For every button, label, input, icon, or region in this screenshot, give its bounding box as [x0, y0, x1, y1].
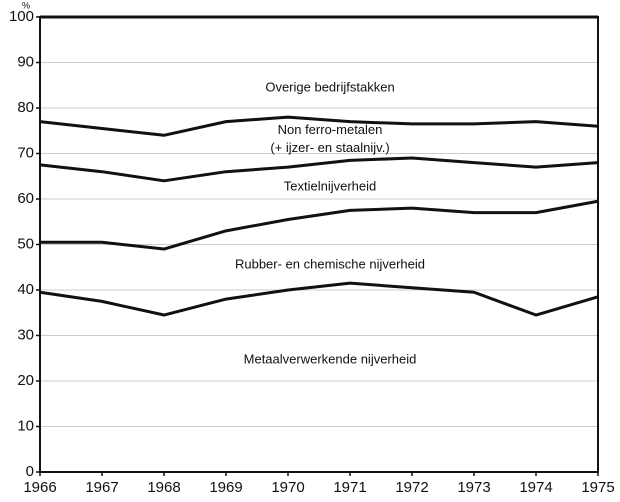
series-line — [39, 115, 599, 137]
x-tick-label: 1968 — [147, 479, 180, 496]
series-label: Overige bedrijfstakken — [265, 79, 394, 94]
series-label: Metaalverwerkende nijverheid — [244, 351, 417, 366]
x-tick-label: 1974 — [519, 479, 552, 496]
y-tick-label: 0 — [26, 463, 34, 480]
series-label: Rubber- en chemische nijverheid — [235, 256, 425, 271]
series-label: Textielnijverheid — [284, 178, 377, 193]
x-tick-label: 1972 — [395, 479, 428, 496]
y-tick-label: 30 — [17, 326, 34, 343]
x-tick-label: 1967 — [85, 479, 118, 496]
series-line — [39, 156, 599, 183]
x-tick-label: 1973 — [457, 479, 490, 496]
x-tick-label: 1966 — [23, 479, 56, 496]
y-tick-label: 90 — [17, 53, 34, 70]
y-tick-label: 20 — [17, 372, 34, 389]
y-tick-label: 100 — [9, 8, 34, 25]
x-tick-label: 1969 — [209, 479, 242, 496]
y-tick-label: 60 — [17, 190, 34, 207]
y-tick-label: 10 — [17, 417, 34, 434]
y-tick-label: 80 — [17, 99, 34, 116]
y-axis-label: % — [22, 0, 30, 10]
y-tick-label: 40 — [17, 281, 34, 298]
series-label: Non ferro-metalen (+ ijzer- en staalnijv.… — [270, 122, 389, 155]
y-tick-label: 70 — [17, 144, 34, 161]
x-tick-label: 1971 — [333, 479, 366, 496]
y-tick-label: 50 — [17, 235, 34, 252]
series-line — [39, 281, 599, 317]
x-tick-label: 1970 — [271, 479, 304, 496]
series-line — [40, 199, 599, 251]
x-tick-label: 1975 — [581, 479, 614, 496]
